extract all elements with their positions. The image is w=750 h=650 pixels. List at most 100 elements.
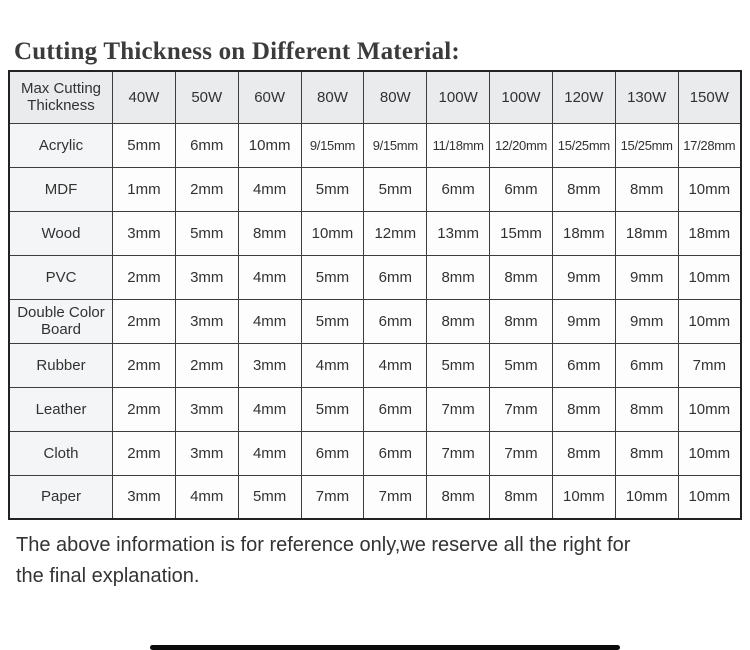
- value-cell: 4mm: [174, 474, 239, 520]
- table-row: Double Color Board 2mm 3mm 4mm 5mm 6mm 8mm 8mm 9…: [8, 298, 742, 344]
- value-cell: 15/25mm: [551, 122, 616, 168]
- value-cell: 3mm: [112, 474, 176, 520]
- power-header-cell: 120W: [551, 70, 616, 124]
- home-indicator-bar: [150, 645, 620, 650]
- value-cell: 8mm: [614, 386, 679, 432]
- value-cell: 8mm: [237, 210, 302, 256]
- power-header-cell: 130W: [614, 70, 679, 124]
- value-cell: 8mm: [614, 166, 679, 212]
- value-cell: 7mm: [363, 474, 428, 520]
- value-cell: 6mm: [363, 254, 428, 300]
- table-row: Paper 3mm 4mm 5mm 7mm 7mm 8mm 8mm 10mm 10mm 10mm: [8, 474, 742, 520]
- material-cell: Paper: [8, 474, 113, 520]
- value-cell: 2mm: [112, 254, 176, 300]
- value-cell: 9mm: [551, 254, 616, 300]
- table-row: Rubber 2mm 2mm 3mm 4mm 4mm 5mm 5mm 6mm 6mm 7mm: [8, 342, 742, 388]
- material-cell: Leather: [8, 386, 113, 432]
- power-header-cell: 100W: [426, 70, 491, 124]
- value-cell: 9mm: [614, 298, 679, 344]
- value-cell: 8mm: [489, 298, 553, 344]
- value-cell: 5mm: [300, 298, 365, 344]
- material-cell: Rubber: [8, 342, 113, 388]
- value-cell: 3mm: [237, 342, 302, 388]
- value-cell: 8mm: [426, 298, 491, 344]
- power-header-cell: 60W: [237, 70, 302, 124]
- value-cell: 5mm: [300, 254, 365, 300]
- value-cell: 10mm: [677, 474, 742, 520]
- value-cell: 7mm: [426, 430, 491, 476]
- value-cell: 8mm: [426, 254, 491, 300]
- value-cell: 5mm: [112, 122, 176, 168]
- value-cell: 10mm: [677, 298, 742, 344]
- value-cell: 8mm: [426, 474, 491, 520]
- material-cell: PVC: [8, 254, 113, 300]
- value-cell: 9/15mm: [300, 122, 365, 168]
- material-cell: Cloth: [8, 430, 113, 476]
- value-cell: 3mm: [112, 210, 176, 256]
- value-cell: 6mm: [426, 166, 491, 212]
- value-cell: 5mm: [363, 166, 428, 212]
- value-cell: 2mm: [112, 342, 176, 388]
- table-row: PVC 2mm 3mm 4mm 5mm 6mm 8mm 8mm 9mm 9mm 10mm: [8, 254, 742, 300]
- value-cell: 10mm: [677, 386, 742, 432]
- value-cell: 18mm: [614, 210, 679, 256]
- material-cell: Double Color Board: [8, 298, 113, 344]
- value-cell: 2mm: [112, 298, 176, 344]
- value-cell: 4mm: [237, 254, 302, 300]
- value-cell: 3mm: [174, 298, 239, 344]
- value-cell: 7mm: [677, 342, 742, 388]
- value-cell: 2mm: [174, 342, 239, 388]
- value-cell: 13mm: [426, 210, 491, 256]
- value-cell: 10mm: [300, 210, 365, 256]
- value-cell: 6mm: [614, 342, 679, 388]
- page-title: Cutting Thickness on Different Material:: [14, 37, 460, 65]
- table-row: Leather 2mm 3mm 4mm 5mm 6mm 7mm 7mm 8mm 8mm 10mm: [8, 386, 742, 432]
- value-cell: 5mm: [300, 386, 365, 432]
- value-cell: 7mm: [489, 386, 553, 432]
- value-cell: 6mm: [174, 122, 239, 168]
- power-header-cell: 150W: [677, 70, 742, 124]
- material-cell: Acrylic: [8, 122, 113, 168]
- table-body: Acrylic 5mm 6mm 10mm 9/15mm 9/15mm 11/18mm 12/2…: [8, 122, 742, 520]
- value-cell: 3mm: [174, 254, 239, 300]
- cutting-thickness-table: Max Cutting Thickness 40W 50W 60W 80W 80W 100W…: [8, 70, 742, 520]
- value-cell: 10mm: [237, 122, 302, 168]
- value-cell: 7mm: [300, 474, 365, 520]
- value-cell: 10mm: [677, 430, 742, 476]
- value-cell: 7mm: [489, 430, 553, 476]
- value-cell: 6mm: [363, 298, 428, 344]
- value-cell: 15/25mm: [614, 122, 679, 168]
- value-cell: 5mm: [174, 210, 239, 256]
- value-cell: 6mm: [363, 386, 428, 432]
- value-cell: 2mm: [112, 430, 176, 476]
- value-cell: 3mm: [174, 386, 239, 432]
- power-header-cell: 100W: [489, 70, 553, 124]
- value-cell: 17/28mm: [677, 122, 742, 168]
- value-cell: 11/18mm: [426, 122, 491, 168]
- value-cell: 4mm: [363, 342, 428, 388]
- value-cell: 10mm: [614, 474, 679, 520]
- value-cell: 5mm: [237, 474, 302, 520]
- table-header: Max Cutting Thickness 40W 50W 60W 80W 80W 100W…: [8, 70, 742, 124]
- value-cell: 4mm: [237, 430, 302, 476]
- value-cell: 2mm: [112, 386, 176, 432]
- value-cell: 7mm: [426, 386, 491, 432]
- material-cell: Wood: [8, 210, 113, 256]
- value-cell: 1mm: [112, 166, 176, 212]
- power-header-cell: 80W: [300, 70, 365, 124]
- value-cell: 5mm: [489, 342, 553, 388]
- table-row: Acrylic 5mm 6mm 10mm 9/15mm 9/15mm 11/18mm 12/2…: [8, 122, 742, 168]
- value-cell: 12/20mm: [489, 122, 553, 168]
- value-cell: 8mm: [551, 166, 616, 212]
- value-cell: 4mm: [237, 386, 302, 432]
- value-cell: 8mm: [551, 430, 616, 476]
- table-header-row: Max Cutting Thickness 40W 50W 60W 80W 80W 100W…: [8, 70, 742, 124]
- value-cell: 2mm: [174, 166, 239, 212]
- value-cell: 6mm: [363, 430, 428, 476]
- power-header-cell: 40W: [112, 70, 176, 124]
- value-cell: 4mm: [237, 298, 302, 344]
- table-row: Cloth 2mm 3mm 4mm 6mm 6mm 7mm 7mm 8mm 8mm 10mm: [8, 430, 742, 476]
- table-row: MDF 1mm 2mm 4mm 5mm 5mm 6mm 6mm 8mm 8mm 10mm: [8, 166, 742, 212]
- value-cell: 8mm: [489, 474, 553, 520]
- value-cell: 3mm: [174, 430, 239, 476]
